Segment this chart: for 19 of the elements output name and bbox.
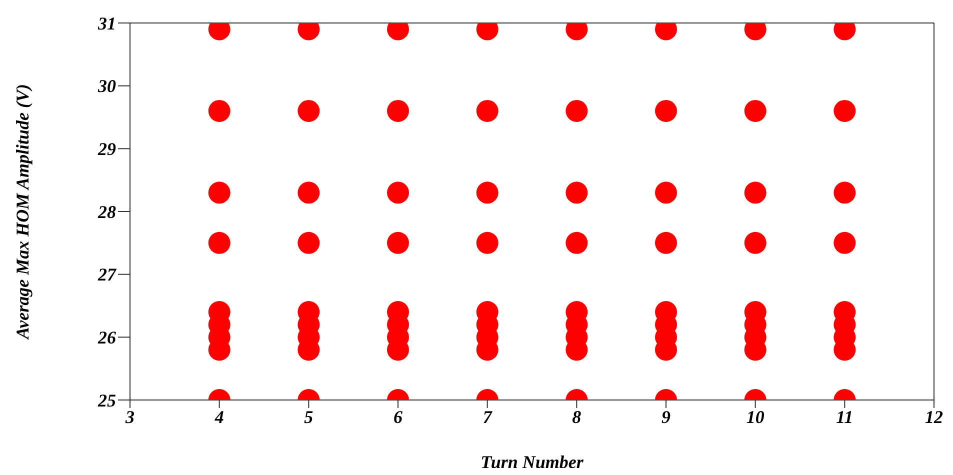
y-axis-title: Average Max HOM Amplitude (V) bbox=[12, 84, 32, 340]
y-tick-label: 30 bbox=[97, 76, 116, 96]
y-tick-label: 28 bbox=[97, 202, 116, 222]
y-tick-label: 26 bbox=[97, 328, 116, 348]
y-tick-label: 31 bbox=[97, 13, 116, 34]
x-tick-label: 12 bbox=[925, 406, 943, 427]
x-tick-label: 8 bbox=[572, 406, 582, 427]
x-tick-label: 11 bbox=[836, 406, 854, 427]
x-tick-label: 10 bbox=[746, 406, 764, 427]
x-tick-label: 4 bbox=[214, 406, 224, 427]
x-tick-label: 5 bbox=[304, 406, 314, 427]
y-tick-label: 25 bbox=[97, 390, 116, 410]
x-axis-title: Turn Number bbox=[480, 452, 584, 472]
x-tick-label: 9 bbox=[662, 406, 670, 427]
x-tick-label: 6 bbox=[394, 406, 402, 427]
y-tick-label: 29 bbox=[97, 139, 116, 160]
x-tick-label: 7 bbox=[482, 406, 493, 427]
y-tick-label: 27 bbox=[97, 264, 117, 285]
x-tick-label: 3 bbox=[124, 406, 134, 427]
